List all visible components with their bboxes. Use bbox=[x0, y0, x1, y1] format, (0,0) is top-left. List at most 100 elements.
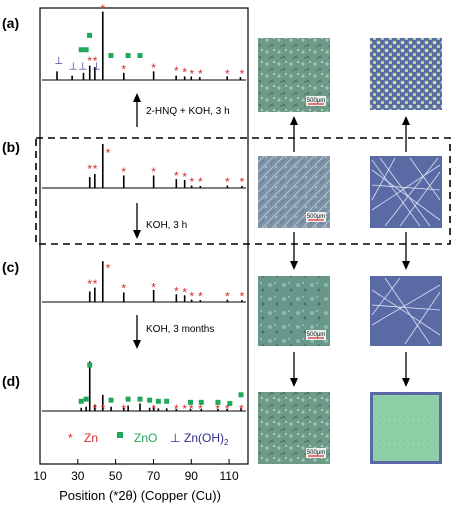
zn-marker-b-10: * bbox=[240, 175, 245, 189]
zn-marker-d-7: * bbox=[198, 402, 203, 416]
legend-zno-square bbox=[117, 432, 123, 438]
image-arrows bbox=[290, 116, 410, 387]
zn-marker-b-1: * bbox=[87, 162, 92, 176]
zn-marker-b-8: * bbox=[198, 175, 203, 189]
legend-znoh-symbol: ⊥ bbox=[170, 431, 180, 445]
zn-marker-d-2: * bbox=[121, 402, 126, 416]
zn-marker-c-0: * bbox=[106, 261, 111, 275]
x-tick-label-30: 30 bbox=[71, 469, 85, 483]
zn-marker-c-3: * bbox=[121, 282, 126, 296]
map-c bbox=[370, 276, 442, 346]
zn-marker-d-0: * bbox=[93, 402, 98, 416]
scale-bar-label-b: 500μm bbox=[307, 214, 325, 220]
zn-marker-c-2: * bbox=[93, 277, 98, 291]
zn-marker-d-9: * bbox=[225, 402, 230, 416]
scale-bar-label-c: 500μm bbox=[307, 332, 325, 338]
zn-marker-d-1: * bbox=[101, 402, 106, 416]
map-d bbox=[370, 392, 442, 464]
zn-marker-b-4: * bbox=[151, 165, 156, 179]
step-arrow-down-1 bbox=[133, 203, 141, 239]
zno-marker-d-4 bbox=[125, 396, 131, 402]
zn-marker-a-7: * bbox=[190, 67, 195, 81]
zn-marker-a-8: * bbox=[198, 67, 203, 81]
zn-marker-a-6: * bbox=[182, 65, 187, 79]
zn-marker-d-6: * bbox=[189, 402, 194, 416]
step-arrow-down-2 bbox=[133, 315, 141, 349]
znoh-marker-a-1: ⊥ bbox=[69, 62, 78, 73]
zn-marker-a-1: * bbox=[87, 54, 92, 68]
zn-marker-c-4: * bbox=[151, 281, 156, 295]
highlight-dashed-box bbox=[35, 137, 451, 245]
step-arrow-up bbox=[133, 93, 141, 127]
map-a bbox=[370, 38, 442, 110]
zno-marker-d-12 bbox=[227, 400, 233, 406]
panel-label-b: (b) bbox=[2, 139, 20, 155]
legend-zno-label: ZnO bbox=[134, 431, 157, 445]
zno-marker-d-1 bbox=[78, 398, 84, 404]
zno-marker-a-2 bbox=[83, 47, 89, 53]
zn-marker-b-0: * bbox=[106, 146, 111, 160]
znoh-marker-a-3: ⊥ bbox=[92, 62, 101, 73]
map-b bbox=[370, 156, 442, 228]
micrograph-c: 500μm bbox=[258, 276, 330, 346]
zno-marker-a-3 bbox=[108, 53, 114, 59]
zno-marker-d-0 bbox=[87, 362, 93, 368]
zn-marker-a-4: * bbox=[151, 61, 156, 75]
zn-marker-a-10: * bbox=[240, 67, 245, 81]
zn-marker-d-10: * bbox=[239, 402, 244, 416]
zn-marker-b-3: * bbox=[121, 165, 126, 179]
zno-marker-d-9 bbox=[188, 399, 194, 405]
zno-marker-d-11 bbox=[215, 399, 221, 405]
x-tick-marks bbox=[39, 459, 230, 464]
chart-frame bbox=[39, 7, 249, 465]
step-label-hnq: 2-HNQ + KOH, 3 h bbox=[146, 106, 230, 117]
zno-marker-a-0 bbox=[87, 32, 93, 38]
zno-marker-a-5 bbox=[137, 53, 143, 59]
x-tick-label-110: 110 bbox=[220, 469, 239, 483]
zno-marker-d-6 bbox=[147, 397, 153, 403]
zn-marker-b-7: * bbox=[190, 175, 195, 189]
zn-marker-c-8: * bbox=[198, 289, 203, 303]
zno-marker-a-1 bbox=[78, 47, 84, 53]
zn-marker-a-2: * bbox=[93, 54, 98, 68]
zno-marker-d-5 bbox=[137, 396, 143, 402]
zno-marker-a-4 bbox=[125, 53, 131, 59]
x-tick-label-10: 10 bbox=[33, 469, 47, 483]
x-tick-label-50: 50 bbox=[109, 469, 123, 483]
x-tick-label-70: 70 bbox=[147, 469, 161, 483]
legend: * Zn ZnO ⊥ Zn(OH)2 bbox=[68, 431, 229, 447]
micrograph-b: 500μm bbox=[258, 156, 330, 228]
zn-marker-b-9: * bbox=[225, 175, 230, 189]
micrograph-a: 500μm bbox=[258, 38, 330, 112]
scale-bar-label-a: 500μm bbox=[307, 98, 325, 104]
zn-marker-c-5: * bbox=[174, 284, 179, 298]
zno-marker-d-2 bbox=[83, 396, 89, 402]
x-axis-title: Position (*2θ) (Copper (Cu)) bbox=[59, 488, 221, 503]
panel-label-c: (c) bbox=[2, 259, 19, 275]
micrograph-d: 500μm bbox=[258, 392, 330, 464]
zn-marker-c-10: * bbox=[240, 289, 245, 303]
zn-marker-d-8: * bbox=[215, 402, 220, 416]
x-tick-label-90: 90 bbox=[185, 469, 199, 483]
zno-marker-d-7 bbox=[155, 398, 161, 404]
znoh-marker-a-0: ⊥ bbox=[54, 56, 63, 67]
scale-bar-label-d: 500μm bbox=[307, 450, 325, 456]
zn-marker-a-5: * bbox=[174, 64, 179, 78]
zno-marker-d-10 bbox=[198, 399, 204, 405]
zn-marker-a-0: * bbox=[100, 2, 105, 16]
zn-marker-c-1: * bbox=[87, 277, 92, 291]
xrd-traces bbox=[42, 11, 246, 412]
zn-marker-b-2: * bbox=[93, 162, 98, 176]
zn-marker-d-5: * bbox=[182, 402, 187, 416]
legend-zn-symbol: * bbox=[68, 431, 73, 445]
step-label-koh-3months: KOH, 3 months bbox=[146, 324, 214, 335]
zno-marker-d-8 bbox=[164, 398, 170, 404]
zn-marker-b-5: * bbox=[174, 169, 179, 183]
zn-marker-c-9: * bbox=[225, 289, 230, 303]
zn-marker-d-3: * bbox=[151, 402, 156, 416]
znoh-marker-a-2: ⊥ bbox=[78, 62, 87, 73]
panel-label-a: (a) bbox=[2, 15, 19, 31]
step-label-koh-3h: KOH, 3 h bbox=[146, 220, 187, 231]
zn-marker-c-6: * bbox=[182, 285, 187, 299]
